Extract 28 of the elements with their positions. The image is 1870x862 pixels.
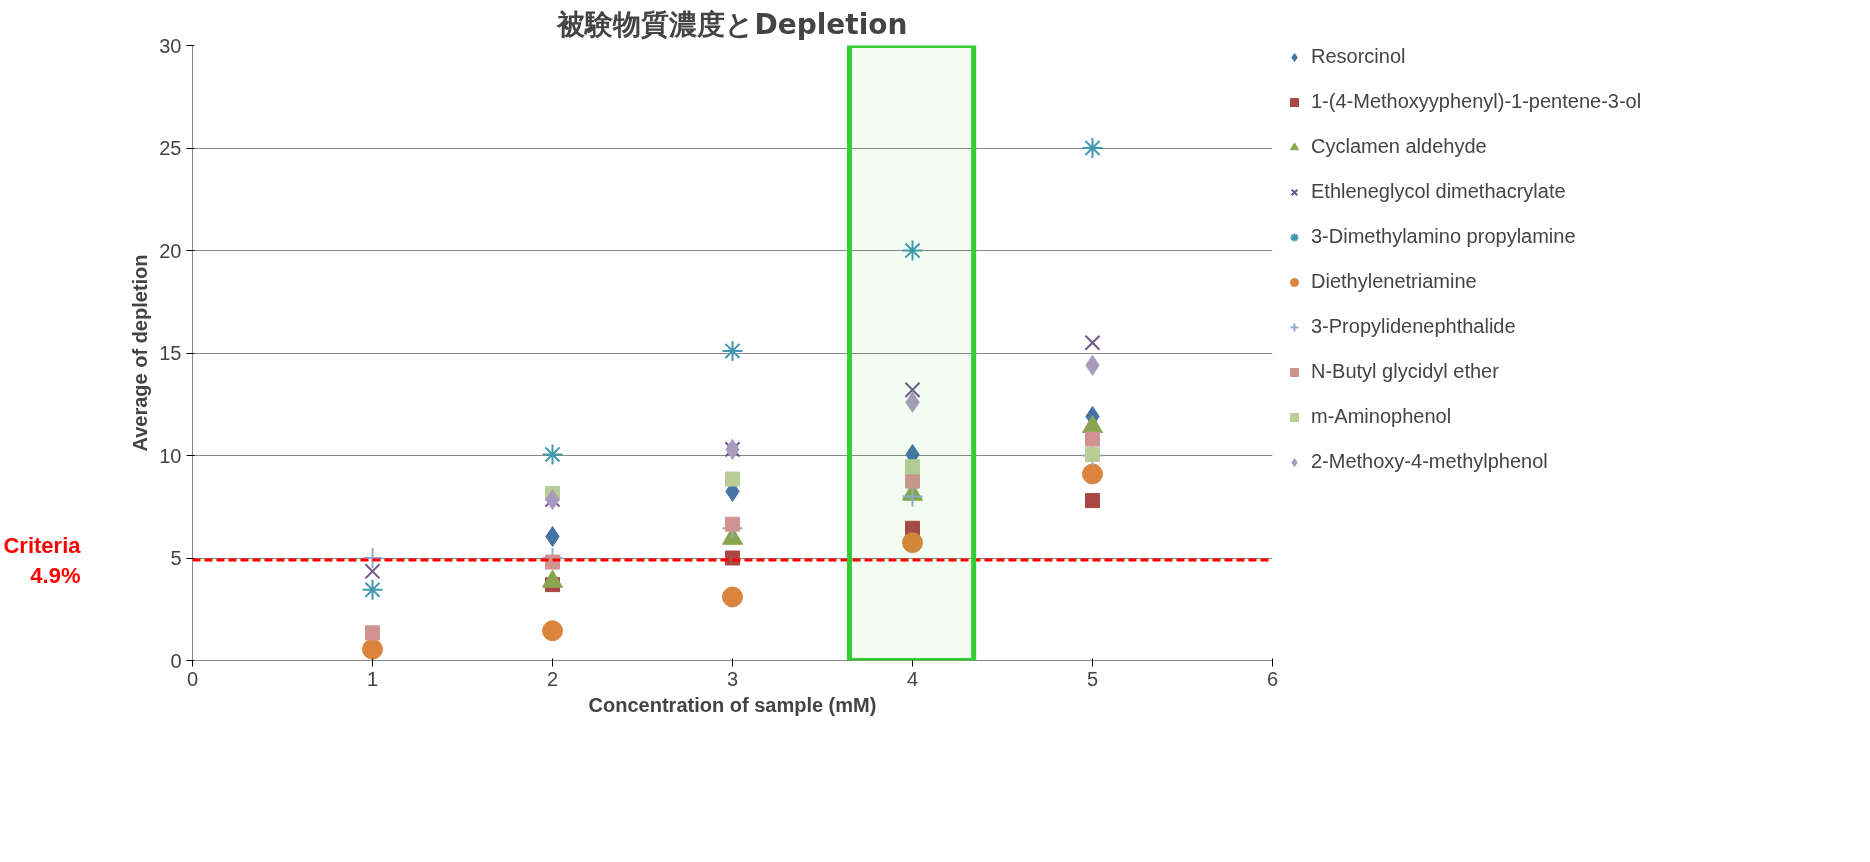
x-tick-label: 2 bbox=[546, 667, 559, 690]
x-axis-title: Concentration of sample (mM) bbox=[588, 693, 877, 716]
legend-label: 2-Methoxy-4-methylphenol bbox=[1311, 450, 1548, 473]
legend-label: m-Aminophenol bbox=[1311, 405, 1452, 428]
legend-label: Cyclamen aldehyde bbox=[1311, 135, 1487, 158]
x-tick-label: 5 bbox=[1086, 667, 1099, 690]
legend-label: 3-Propylidenephthalide bbox=[1311, 315, 1516, 338]
y-axis-title: Average of depletion bbox=[129, 254, 152, 452]
y-tick-label: 30 bbox=[159, 34, 182, 57]
y-tick-label: 20 bbox=[159, 239, 182, 262]
x-tick-label: 4 bbox=[906, 667, 919, 690]
legend-label: Resorcinol bbox=[1311, 45, 1406, 68]
chart-title: 被験物質濃度とDepletion bbox=[555, 7, 908, 41]
y-tick-label: 0 bbox=[170, 649, 182, 672]
y-tick-label: 10 bbox=[159, 444, 182, 467]
x-tick-label: 6 bbox=[1266, 667, 1279, 690]
x-tick-label: 1 bbox=[366, 667, 379, 690]
y-tick-label: 5 bbox=[170, 547, 182, 569]
x-tick-label: 3 bbox=[726, 667, 739, 690]
legend-label: 3-Dimethylamino propylamine bbox=[1311, 225, 1576, 248]
y-tick-label: 15 bbox=[159, 342, 182, 364]
legend-label: N-Butyl glycidyl ether bbox=[1311, 360, 1499, 383]
ref-line-label: Criteria 4.9% bbox=[3, 532, 82, 588]
legend-label: 1-(4-Methoxyyphenyl)-1-pentene-3-ol bbox=[1311, 90, 1642, 113]
legend-label: Ethleneglycol dimethacrylate bbox=[1311, 180, 1566, 203]
legend-label: Diethylenetriamine bbox=[1311, 270, 1477, 293]
x-tick-label: 0 bbox=[186, 667, 199, 690]
y-tick-label: 25 bbox=[159, 137, 182, 159]
